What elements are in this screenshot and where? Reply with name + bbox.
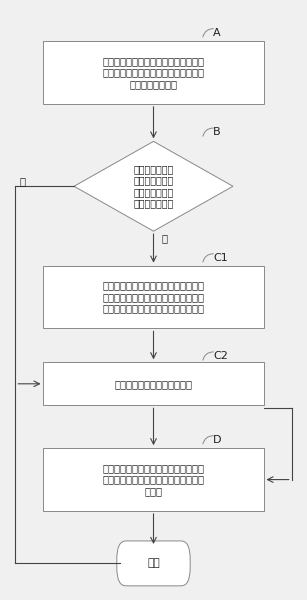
Text: 否: 否: [20, 176, 26, 187]
FancyBboxPatch shape: [44, 448, 263, 511]
Text: 判断所述采集单
元接收的所述同
步命令帧是否为
同步采样命令帧: 判断所述采集单 元接收的所述同 步命令帧是否为 同步采样命令帧: [133, 164, 174, 209]
Text: 记录当前的采样点号和所述同步采样命
令帧的同步序号，并设置同步数据计算
标志，以向所述主控单元发送遥测向量: 记录当前的采样点号和所述同步采样命 令帧的同步序号，并设置同步数据计算 标志，以…: [103, 280, 204, 314]
Text: C2: C2: [213, 351, 228, 361]
Text: C1: C1: [213, 253, 228, 263]
Text: 结束: 结束: [147, 559, 160, 568]
Text: 是: 是: [161, 233, 167, 243]
Text: D: D: [213, 435, 222, 445]
FancyBboxPatch shape: [117, 541, 190, 586]
Text: 根据对应的同步序号对所述遥测向量进
行顺序存储，并设置对应的数据接收成
功标志: 根据对应的同步序号对所述遥测向量进 行顺序存储，并设置对应的数据接收成 功标志: [103, 463, 204, 496]
Text: 设置所述采样单元的本地时钟: 设置所述采样单元的本地时钟: [115, 379, 192, 389]
Text: 所述主控单元通过总线周期性地向所述
采集单元发送携带当前时间信息和同步
序号的同步命令帧: 所述主控单元通过总线周期性地向所述 采集单元发送携带当前时间信息和同步 序号的同…: [103, 56, 204, 89]
Text: A: A: [213, 28, 221, 38]
FancyBboxPatch shape: [44, 41, 263, 104]
FancyBboxPatch shape: [44, 362, 263, 406]
Polygon shape: [74, 142, 233, 231]
Text: B: B: [213, 127, 221, 137]
FancyBboxPatch shape: [44, 266, 263, 328]
